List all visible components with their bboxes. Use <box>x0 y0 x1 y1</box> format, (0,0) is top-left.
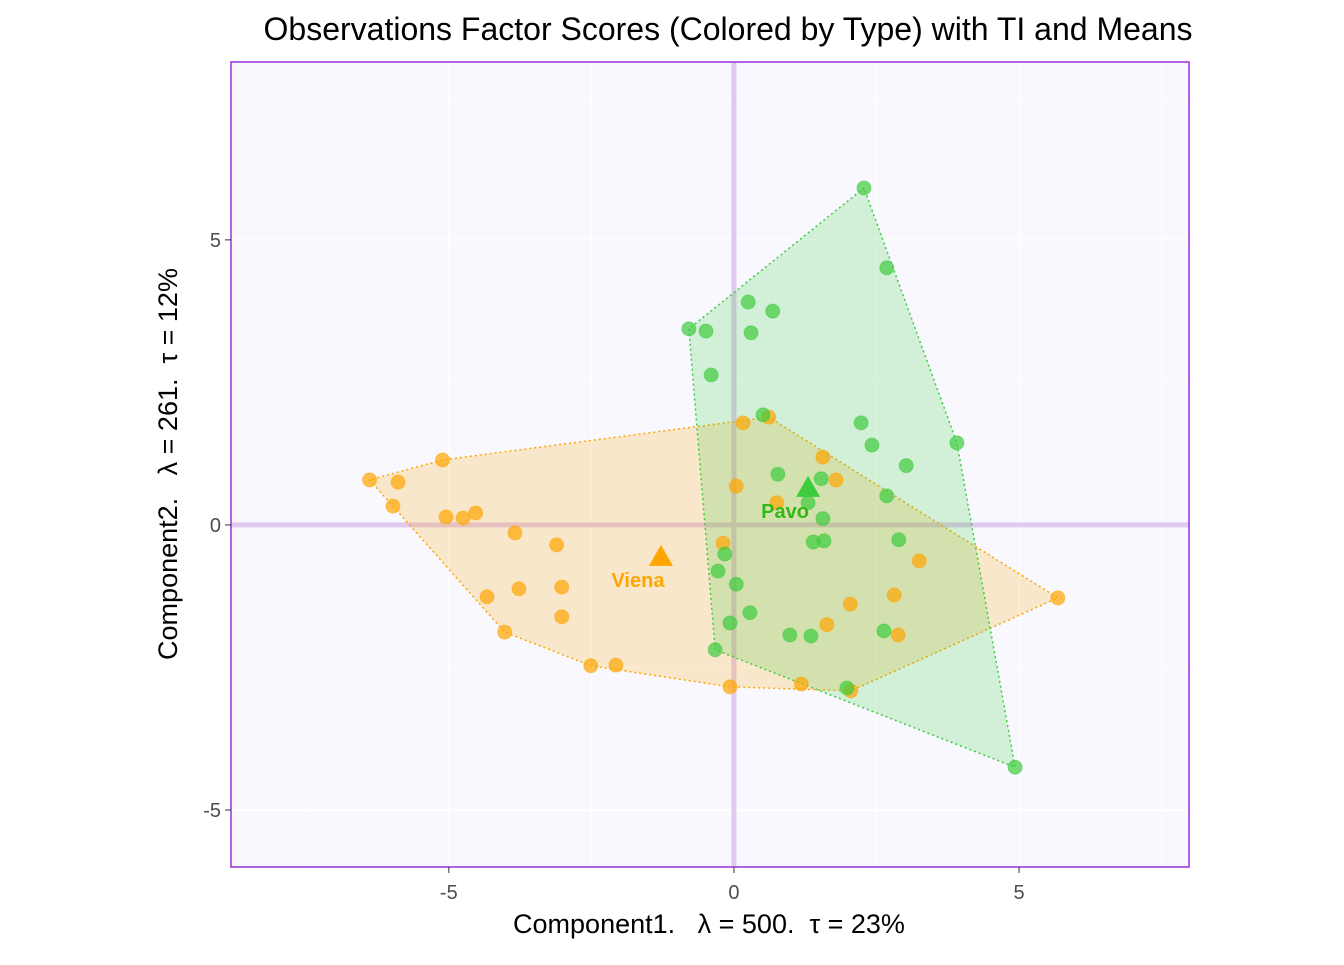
point-viena <box>583 658 599 674</box>
point-viena <box>793 676 809 692</box>
point-viena <box>549 537 565 553</box>
origin-lines <box>231 62 1189 867</box>
y-tick-label: -5 <box>203 800 221 822</box>
point-viena <box>769 495 785 511</box>
point-pavo <box>740 294 756 310</box>
point-pavo <box>742 605 758 621</box>
point-viena <box>1050 590 1066 606</box>
point-pavo <box>876 623 892 639</box>
point-pavo <box>864 437 880 453</box>
y-tick-label: 0 <box>210 515 221 537</box>
point-viena <box>507 525 523 541</box>
point-pavo <box>755 407 771 423</box>
point-pavo <box>765 303 781 319</box>
point-pavo <box>853 415 869 431</box>
chart-title: Observations Factor Scores (Colored by T… <box>264 11 1193 47</box>
mean-label-pavo: Pavo <box>761 501 809 523</box>
point-pavo <box>891 532 907 548</box>
point-viena <box>554 579 570 595</box>
point-viena <box>842 596 858 612</box>
mean-marker-viena <box>648 544 673 566</box>
point-pavo <box>728 576 744 592</box>
point-viena <box>362 472 378 488</box>
x-tick-label: -5 <box>440 882 458 904</box>
point-pavo <box>856 180 872 196</box>
point-pavo <box>813 471 829 487</box>
points <box>362 180 1066 775</box>
point-pavo <box>879 260 895 276</box>
point-pavo <box>707 642 723 658</box>
point-viena <box>385 498 401 514</box>
x-tick-label: 5 <box>1014 882 1025 904</box>
point-pavo <box>698 323 714 339</box>
point-viena <box>479 589 495 605</box>
point-pavo <box>839 680 855 696</box>
point-viena <box>497 624 513 640</box>
point-viena <box>511 581 527 597</box>
x-axis-label: Component1. λ = 500. τ = 23% <box>513 909 905 939</box>
point-pavo <box>703 367 719 383</box>
point-viena <box>468 505 484 521</box>
point-viena <box>911 553 927 569</box>
point-pavo <box>949 435 965 451</box>
point-viena <box>728 478 744 494</box>
tolerance-hulls <box>368 186 1060 769</box>
point-viena <box>554 609 570 625</box>
point-pavo <box>681 321 697 337</box>
point-viena <box>438 509 454 525</box>
grid <box>231 62 1189 867</box>
point-viena <box>890 627 906 643</box>
hull-pavo <box>688 186 1017 769</box>
y-axis-label: Component2. λ = 261. τ = 12% <box>153 268 183 660</box>
point-viena <box>435 452 451 468</box>
point-viena <box>819 617 835 633</box>
hull-viena <box>368 416 1060 692</box>
point-pavo <box>803 628 819 644</box>
point-viena <box>735 415 751 431</box>
point-pavo <box>743 325 759 341</box>
point-viena <box>390 474 406 490</box>
point-viena <box>722 679 738 695</box>
point-pavo <box>879 488 895 504</box>
point-pavo <box>782 627 798 643</box>
y-tick-label: 5 <box>210 230 221 252</box>
point-pavo <box>717 546 733 562</box>
point-viena <box>455 510 471 526</box>
x-tick-label: 0 <box>728 882 739 904</box>
means: Viena Pavo <box>611 475 821 592</box>
point-pavo <box>898 458 914 474</box>
point-viena <box>828 472 844 488</box>
point-pavo <box>770 466 786 482</box>
mean-label-viena: Viena <box>611 570 665 592</box>
point-pavo <box>816 533 832 549</box>
point-pavo <box>1007 759 1023 775</box>
panel-border <box>230 61 1190 868</box>
ticks: -5 0 5 -5 0 5 <box>203 230 1024 904</box>
point-pavo <box>815 511 831 527</box>
point-pavo <box>710 563 726 579</box>
point-viena <box>608 657 624 673</box>
plot-panel <box>231 62 1189 867</box>
point-viena <box>815 449 831 465</box>
point-pavo <box>722 615 738 631</box>
point-viena <box>886 587 902 603</box>
mean-marker-pavo <box>796 475 821 497</box>
